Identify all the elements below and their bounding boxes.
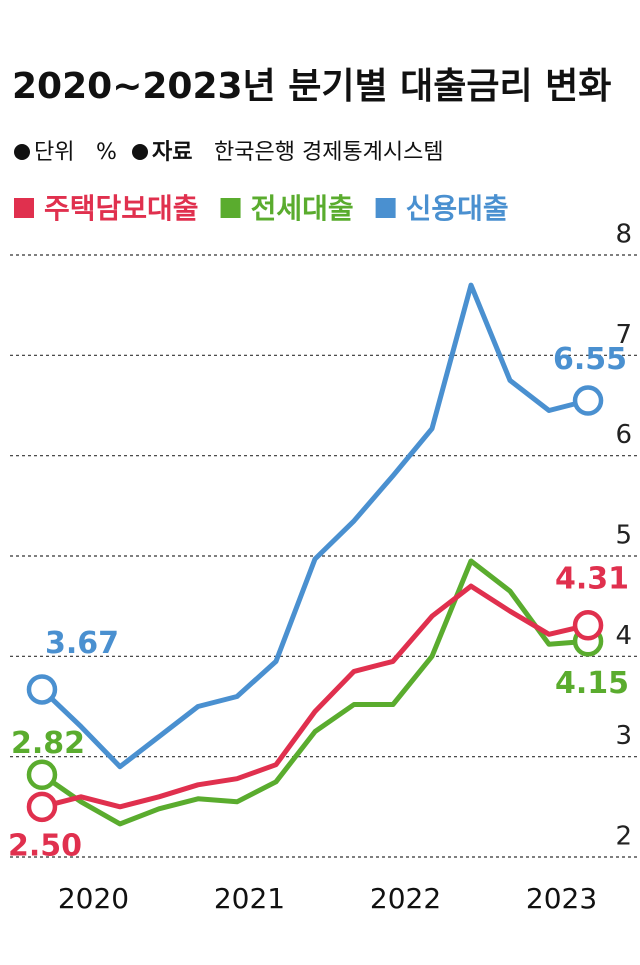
x-tick-label: 2020	[58, 882, 129, 915]
y-tick-label: 2	[615, 822, 632, 852]
end-marker	[572, 385, 604, 416]
unit-label: 단위	[34, 140, 74, 165]
y-tick-label: 3	[615, 721, 632, 751]
value-label: 4.15	[555, 666, 629, 701]
chart-title: 2020~2023년 분기별 대출금리 변화	[12, 66, 611, 107]
unit: %	[96, 140, 117, 165]
value-label: 3.67	[45, 626, 119, 661]
legend-swatch	[220, 198, 241, 218]
y-tick-label: 6	[615, 420, 632, 450]
legend-swatch	[375, 198, 396, 218]
legend-label: 전세대출	[251, 192, 354, 225]
series-line	[41, 583, 589, 810]
bullet	[132, 144, 148, 160]
source: 한국은행 경제통계시스템	[214, 140, 444, 165]
y-tick-label: 8	[615, 220, 632, 250]
value-label: 2.50	[8, 828, 82, 863]
end-marker	[572, 609, 604, 641]
y-tick-label: 5	[615, 521, 632, 551]
legend-label: 신용대출	[406, 192, 509, 225]
y-tick-label: 7	[615, 320, 632, 350]
value-label: 4.31	[555, 562, 629, 597]
bullet	[14, 144, 30, 160]
series-line	[40, 558, 589, 827]
end-marker	[26, 674, 58, 705]
x-tick-label: 2022	[370, 882, 441, 915]
source-label: 자료	[152, 140, 192, 165]
legend-swatch	[14, 198, 34, 218]
value-label: 6.55	[553, 342, 627, 377]
end-marker	[26, 791, 58, 823]
value-label: 2.82	[11, 726, 85, 761]
y-tick-label: 4	[615, 621, 632, 651]
legend-label: 주택담보대출	[44, 192, 199, 225]
series-line	[40, 282, 589, 770]
x-tick-label: 2021	[214, 882, 285, 915]
end-marker	[26, 759, 58, 790]
x-tick-label: 2023	[526, 882, 597, 915]
